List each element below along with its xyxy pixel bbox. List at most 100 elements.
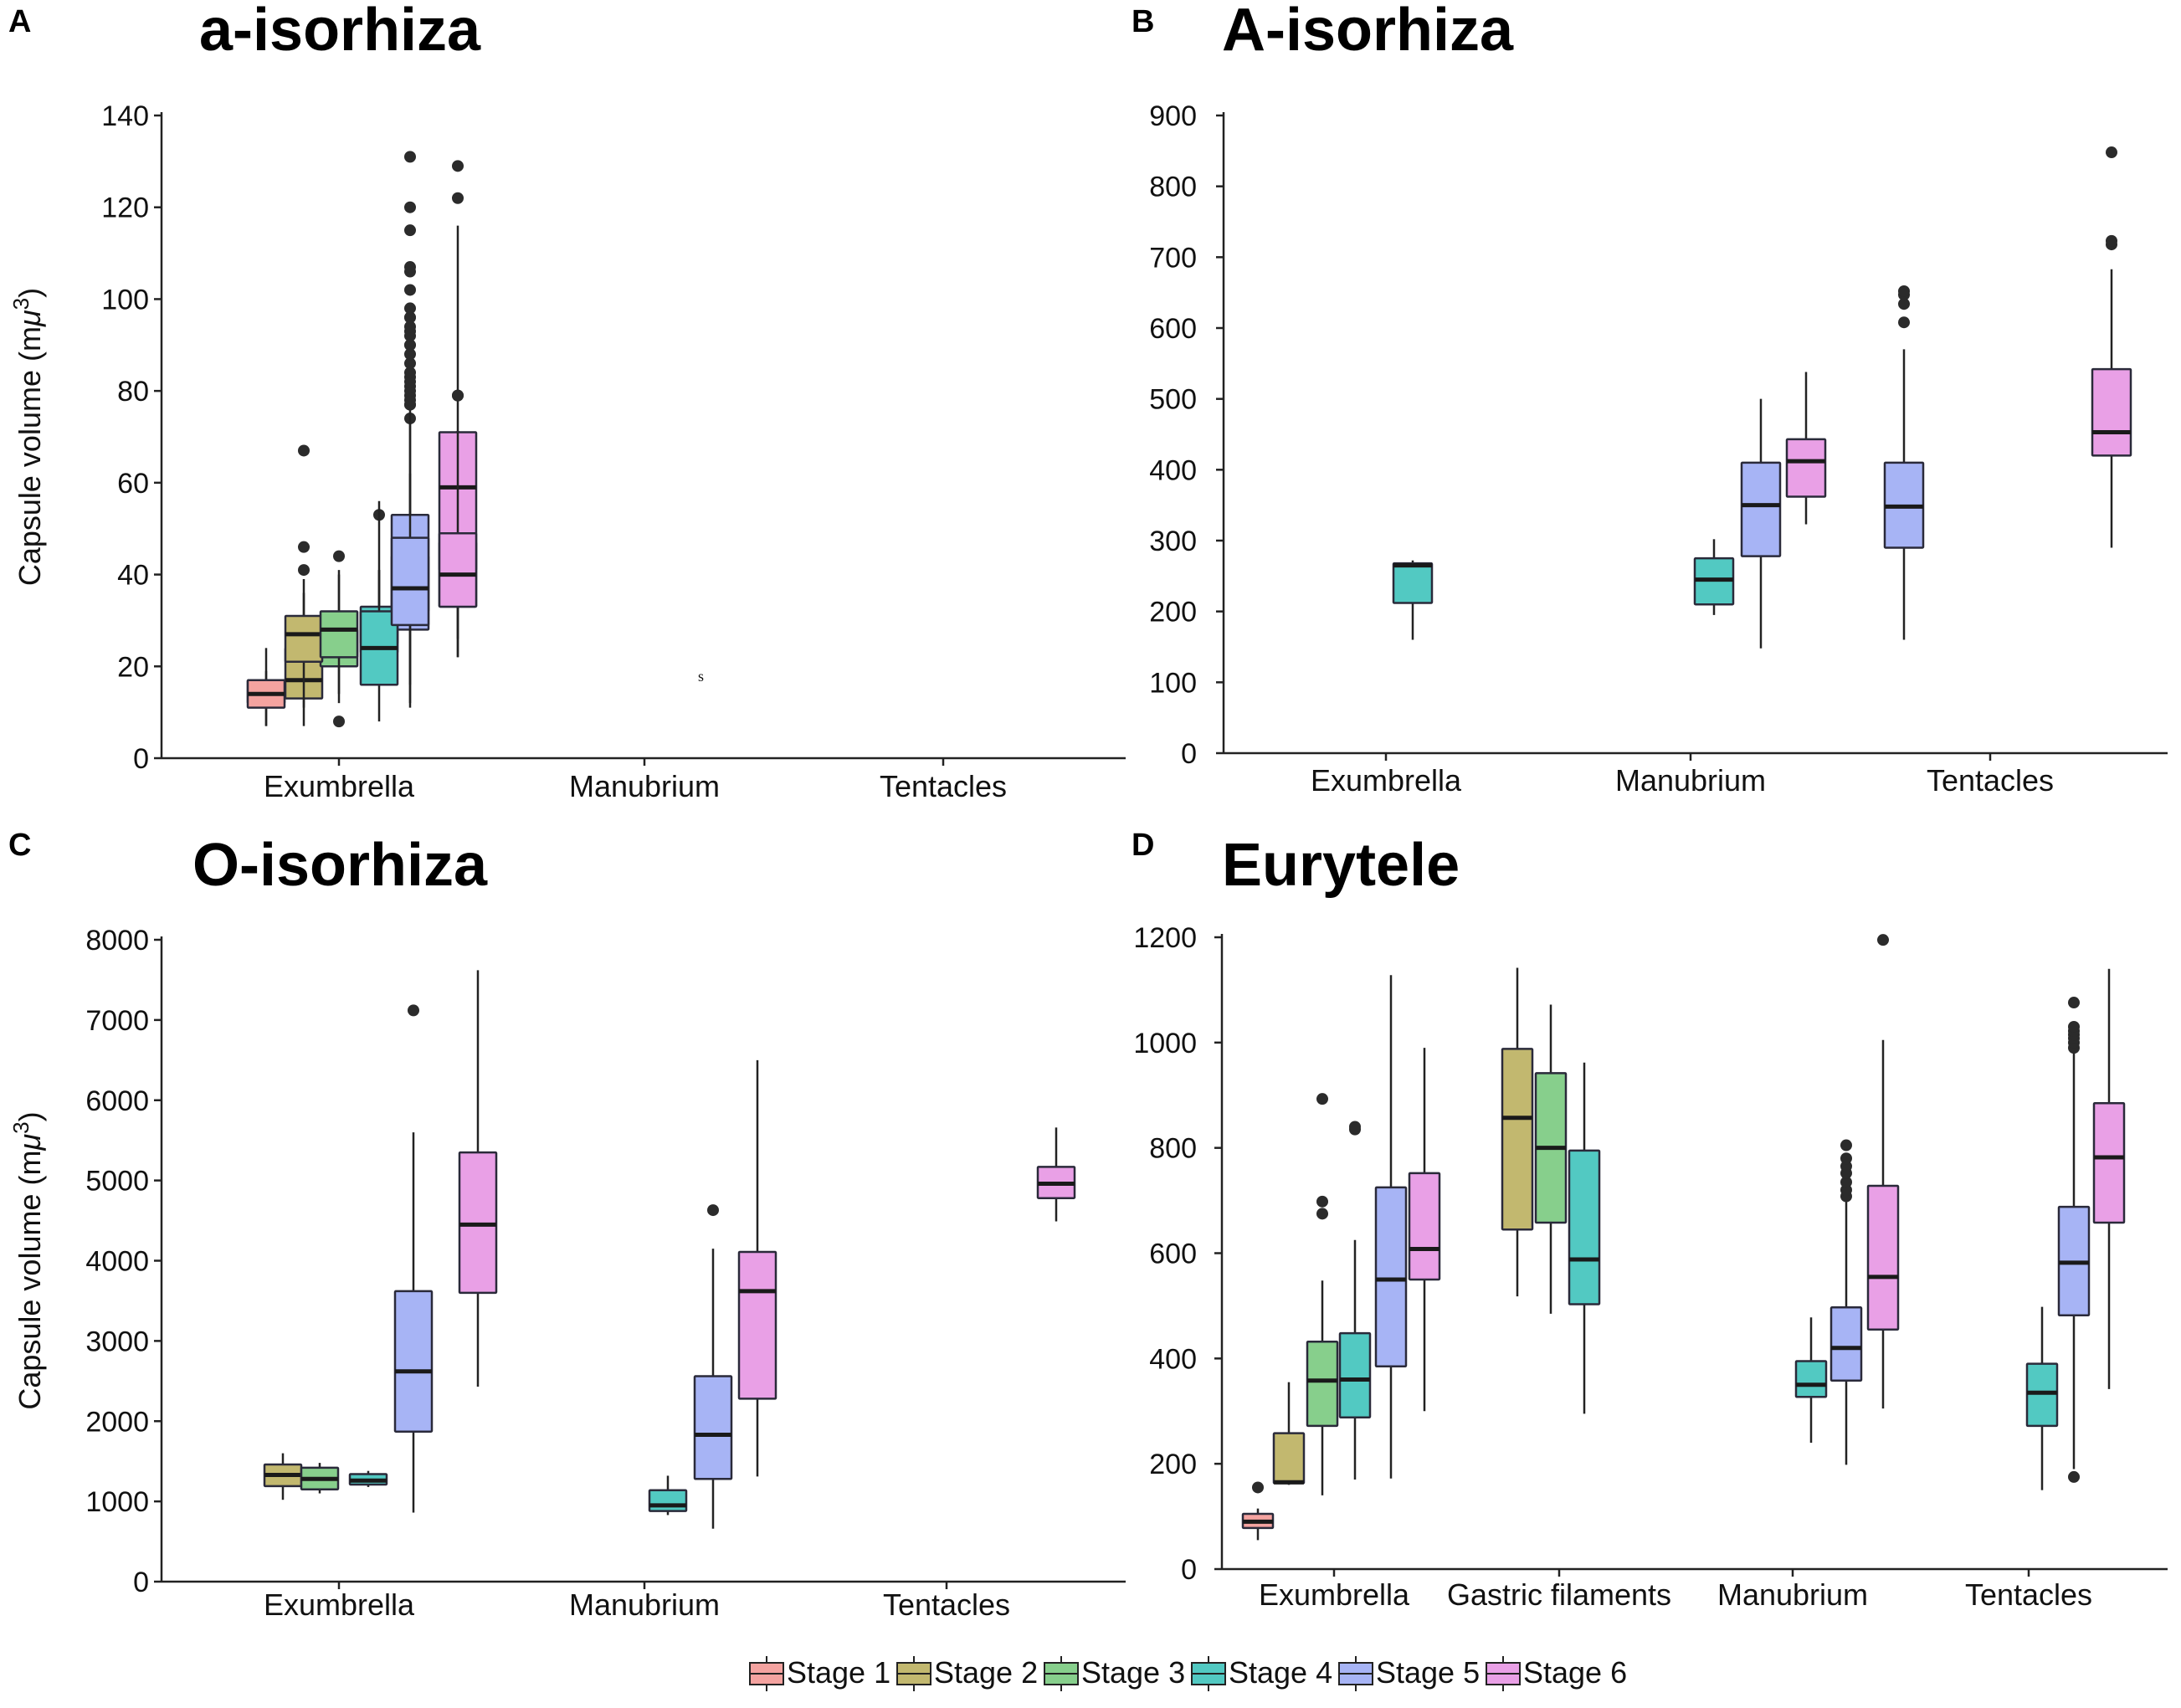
outlier-point	[404, 311, 416, 324]
box-exumbrella-stage-3	[300, 1463, 340, 1494]
y-tick-label: 200	[1149, 597, 1197, 628]
y-tick-label: 600	[1149, 1239, 1197, 1270]
y-tick-label: 120	[101, 192, 149, 224]
box-body	[1785, 438, 1827, 498]
legend-item-stage-4: Stage 4	[1191, 1655, 1332, 1691]
outlier-point	[298, 564, 310, 577]
outlier-point	[452, 389, 464, 402]
outlier-point	[298, 541, 310, 553]
box-body	[693, 1375, 733, 1480]
box-exumbrella-stage-3	[1306, 1093, 1339, 1495]
box-body	[438, 531, 478, 608]
y-tick-label: 1000	[85, 1486, 149, 1518]
outlier-point	[404, 261, 416, 274]
box-tentacles-stage-5	[390, 201, 430, 708]
box-body	[1392, 562, 1434, 604]
legend-item-stage-3: Stage 3	[1044, 1655, 1185, 1691]
panel-letter: B	[1132, 4, 1154, 39]
y-tick-label: 100	[101, 284, 149, 315]
category-label-manubrium: Manubrium	[1615, 763, 1766, 798]
outlier-point	[1898, 298, 1910, 310]
box-exumbrella-stage-5	[393, 1004, 434, 1513]
y-tick-label: 5000	[85, 1166, 149, 1198]
y-tick-label: 4000	[85, 1246, 149, 1278]
box-tentacles-stage-6	[1036, 1127, 1076, 1222]
y-tick-label: 800	[1149, 172, 1197, 203]
outlier-point	[1252, 1481, 1264, 1494]
legend-label: Stage 4	[1229, 1655, 1332, 1690]
outlier-point	[2068, 1020, 2080, 1033]
y-tick-label: 40	[117, 560, 149, 592]
box-manubrium-stage-4	[1693, 539, 1735, 615]
box-body	[1740, 461, 1782, 557]
legend-label: Stage 2	[934, 1655, 1038, 1690]
box-exumbrella-stage-4	[1392, 560, 1434, 640]
box-body	[1794, 1360, 1828, 1398]
outlier-point	[404, 302, 416, 315]
legend-label: Stage 6	[1523, 1655, 1627, 1690]
box-body	[393, 1290, 434, 1433]
box-manubrium-stage-5	[1740, 398, 1782, 649]
outlier-point	[404, 330, 416, 342]
legend-item-stage-5: Stage 5	[1338, 1655, 1480, 1691]
outlier-point	[404, 339, 416, 351]
y-tick-label: 0	[133, 1567, 149, 1598]
outlier-point	[1898, 285, 1910, 297]
legend-item-stage-1: Stage 1	[749, 1655, 890, 1691]
panel-c: C O-isorhiza 0 1000 2000 3000 4000 5000 6000 7000…	[8, 828, 1126, 1622]
box-body	[319, 610, 359, 659]
box-tentacles-stage-5	[1883, 285, 1925, 640]
y-tick-label: 600	[1149, 313, 1197, 345]
outlier-point	[2068, 997, 2080, 1009]
y-tick-label: 0	[1181, 1554, 1197, 1586]
stray-mark: s	[698, 668, 704, 685]
y-tick-label: 400	[1149, 1343, 1197, 1375]
outlier-point	[333, 716, 345, 728]
y-axis-title-sup: 3	[8, 298, 33, 310]
box-exumbrella-stage-2	[1272, 1382, 1306, 1485]
outlier-point	[404, 284, 416, 296]
outlier-point	[1316, 1093, 1328, 1105]
box-body	[284, 614, 324, 664]
y-tick-label: 6000	[85, 1085, 149, 1117]
box-manubrium-stage-6	[1785, 372, 1827, 525]
outlier-point	[452, 160, 464, 172]
outlier-point	[404, 367, 416, 379]
y-axis-title: Capsule volume (mμ3)	[8, 288, 47, 586]
outlier-point	[404, 357, 416, 370]
outlier-point	[2068, 1470, 2080, 1483]
panel-title: A-isorhiza	[1222, 0, 1514, 64]
outlier-point	[404, 151, 416, 163]
box-body	[1866, 1184, 1900, 1331]
category-label-gastric-filaments: Gastric filaments	[1447, 1577, 1671, 1612]
category-label-manubrium: Manubrium	[569, 1587, 720, 1622]
y-axis-title-mu: μ	[13, 1134, 47, 1151]
box-exumbrella-stage-4	[348, 1470, 388, 1487]
y-axis-title-text: Capsule volume (m	[13, 1151, 47, 1410]
outlier-point	[707, 1204, 719, 1217]
box-body	[1829, 1306, 1863, 1382]
category-label-tentacles: Tentacles	[880, 769, 1007, 803]
outlier-point	[1840, 1139, 1852, 1151]
box-manubrium-stage-5	[693, 1204, 733, 1529]
outlier-point	[1898, 316, 1910, 329]
y-axis-title-mu: μ	[13, 310, 47, 327]
y-tick-label: 0	[1181, 738, 1197, 770]
box-manubrium-stage-4	[648, 1475, 688, 1516]
outlier-point	[404, 201, 416, 213]
panel-title: O-isorhiza	[192, 832, 488, 899]
box-tentacles-stage-6	[2092, 968, 2126, 1389]
category-label-manubrium: Manubrium	[1717, 1577, 1868, 1612]
category-label-tentacles: Tentacles	[1965, 1577, 2092, 1612]
legend-item-stage-6: Stage 6	[1486, 1655, 1627, 1691]
outlier-point	[408, 1004, 419, 1017]
y-tick-label: 80	[117, 376, 149, 408]
box-tentacles-stage-6	[438, 160, 478, 658]
category-label-exumbrella: Exumbrella	[264, 769, 415, 803]
outlier-point	[333, 550, 345, 562]
box-tentacles-stage-4	[2025, 1306, 2059, 1490]
box-manubrium-stage-3	[319, 574, 359, 728]
box-gastric-filaments-stage-2	[1501, 967, 1534, 1297]
y-axis-title: Capsule volume (mμ3)	[8, 1111, 47, 1409]
